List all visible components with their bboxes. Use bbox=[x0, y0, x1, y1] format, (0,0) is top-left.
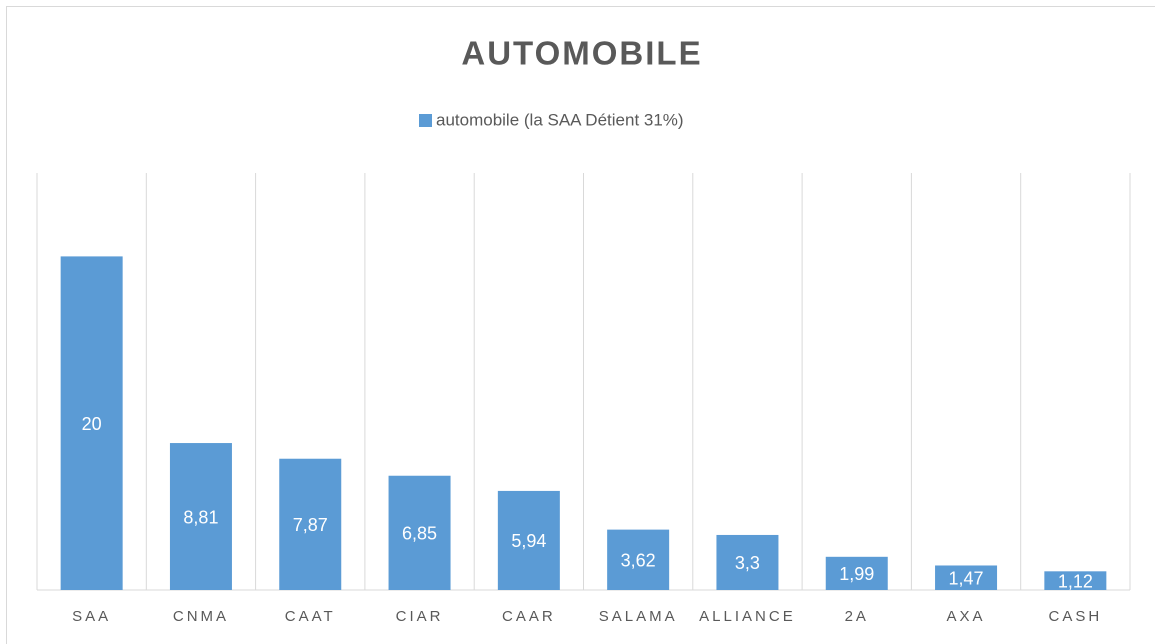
bar bbox=[1044, 571, 1107, 590]
data-label: 7,87 bbox=[293, 515, 328, 535]
bar bbox=[169, 443, 232, 590]
data-label: 6,85 bbox=[402, 524, 437, 544]
x-tick-label: ALLIANCE bbox=[699, 608, 796, 625]
bar bbox=[388, 475, 451, 590]
data-label: 1,99 bbox=[839, 564, 874, 584]
data-label: 3,3 bbox=[735, 553, 760, 573]
bar bbox=[607, 529, 670, 590]
bar bbox=[935, 565, 998, 590]
data-label: 8,81 bbox=[183, 507, 218, 527]
bar bbox=[716, 534, 779, 590]
x-tick-label: CASH bbox=[1049, 608, 1103, 625]
x-tick-label: CIAR bbox=[396, 608, 444, 625]
data-label: 3,62 bbox=[621, 551, 656, 571]
data-label: 5,94 bbox=[511, 531, 546, 551]
chart-title: AUTOMOBILE bbox=[461, 35, 702, 72]
bar bbox=[60, 256, 123, 590]
data-label: 1,47 bbox=[949, 568, 984, 588]
x-tick-label: 2A bbox=[845, 608, 869, 625]
x-tick-label: CAAR bbox=[502, 608, 556, 625]
x-tick-label: SAA bbox=[72, 608, 111, 625]
x-tick-label: SALAMA bbox=[599, 608, 678, 625]
bar bbox=[279, 458, 342, 590]
bar bbox=[497, 490, 560, 590]
x-tick-label: CAAT bbox=[285, 608, 336, 625]
x-tick-label: AXA bbox=[947, 608, 986, 625]
x-tick-label: CNMA bbox=[173, 608, 229, 625]
data-label: 1,12 bbox=[1058, 571, 1093, 591]
data-label: 20 bbox=[82, 414, 102, 434]
bar bbox=[825, 556, 888, 590]
legend-label: automobile (la SAA Détient 31%) bbox=[436, 110, 684, 129]
legend-swatch bbox=[419, 114, 432, 127]
